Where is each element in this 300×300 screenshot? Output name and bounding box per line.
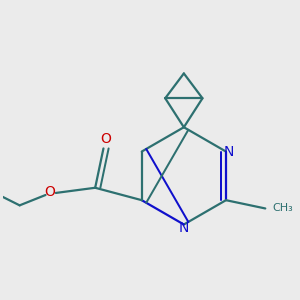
Text: CH₃: CH₃	[272, 203, 293, 214]
Text: N: N	[179, 220, 189, 235]
Text: O: O	[44, 185, 55, 199]
Text: O: O	[100, 132, 111, 146]
Text: N: N	[224, 145, 234, 159]
